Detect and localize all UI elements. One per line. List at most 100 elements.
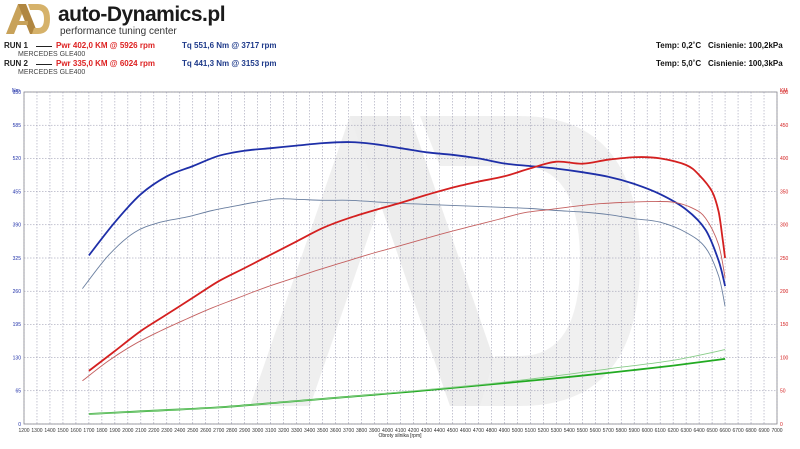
x-tick-label: 1800 — [96, 428, 107, 434]
run-2-car: MERCEDES GLE400 — [18, 69, 86, 76]
x-tick-label: 4200 — [408, 428, 419, 434]
run-2-torque: Tq 441,3 Nm @ 3153 rpm — [182, 59, 277, 68]
x-tick-label: 1900 — [109, 428, 120, 434]
x-tick-label: 6700 — [732, 428, 743, 434]
y-tick-label-left: 390 — [13, 223, 22, 229]
run-1-label: RUN 1 — [4, 41, 29, 50]
x-tick-label: 1500 — [57, 428, 68, 434]
x-tick-label: 4900 — [499, 428, 510, 434]
x-tick-label: 6200 — [668, 428, 679, 434]
x-tick-label: 2400 — [174, 428, 185, 434]
x-tick-label: 1600 — [70, 428, 81, 434]
x-tick-label: 2700 — [213, 428, 224, 434]
y-tick-label-left: 260 — [13, 289, 22, 295]
run-2-line-swatch — [36, 64, 52, 65]
x-tick-label: 5600 — [590, 428, 601, 434]
run-2-pressure: Cisnienie: 100,3kPa — [708, 59, 783, 68]
x-tick-label: 5000 — [512, 428, 523, 434]
brand-name: auto-Dynamics.pl — [58, 3, 226, 26]
y-tick-label-left: 585 — [13, 123, 22, 129]
x-tick-label: 2600 — [200, 428, 211, 434]
x-tick-label: 5400 — [564, 428, 575, 434]
y-axis-label-left: Nm — [12, 88, 20, 94]
y-tick-label-right: 400 — [780, 156, 789, 162]
x-tick-label: 7000 — [771, 428, 782, 434]
series-line-1 — [82, 198, 726, 307]
run-2-row: RUN 2 Pwr 335,0 KM @ 6024 rpm Tq 441,3 N… — [4, 59, 796, 70]
x-tick-label: 2300 — [161, 428, 172, 434]
x-tick-label: 1300 — [31, 428, 42, 434]
x-tick-label: 4800 — [486, 428, 497, 434]
run-2-temperature: Temp: 5,0˚C — [656, 59, 702, 68]
y-tick-label-right: 50 — [780, 389, 786, 395]
x-tick-label: 2100 — [135, 428, 146, 434]
chart-series — [82, 141, 726, 415]
x-tick-label: 6000 — [642, 428, 653, 434]
run-1-pressure: Cisnienie: 100,2kPa — [708, 41, 783, 50]
x-tick-label: 3900 — [369, 428, 380, 434]
x-tick-label: 5700 — [603, 428, 614, 434]
y-tick-label-right: 200 — [780, 289, 789, 295]
x-tick-label: 3000 — [252, 428, 263, 434]
x-tick-label: 3100 — [265, 428, 276, 434]
x-tick-label: 6500 — [707, 428, 718, 434]
x-tick-label: 5900 — [629, 428, 640, 434]
run-1-car: MERCEDES GLE400 — [18, 51, 86, 58]
y-tick-label-right: 300 — [780, 223, 789, 229]
x-tick-label: 2900 — [239, 428, 250, 434]
series-line-3 — [82, 201, 726, 382]
series-line-4 — [88, 358, 726, 415]
x-tick-label: 4700 — [473, 428, 484, 434]
brand-tagline: performance tuning center — [60, 26, 177, 37]
y-axis-label-right: KM — [780, 88, 788, 94]
x-axis-label: Obroty silnika [rpm] — [378, 433, 422, 439]
y-tick-label-right: 0 — [780, 422, 783, 428]
x-tick-label: 5800 — [616, 428, 627, 434]
run-2-label: RUN 2 — [4, 59, 29, 68]
y-tick-label-right: 450 — [780, 123, 789, 129]
run-1-row: RUN 1 Pwr 402,0 KM @ 5926 rpm Tq 551,6 N… — [4, 41, 796, 52]
x-tick-label: 4000 — [382, 428, 393, 434]
x-tick-label: 4600 — [460, 428, 471, 434]
run-1-temperature: Temp: 0,2˚C — [656, 41, 702, 50]
x-tick-label: 3700 — [343, 428, 354, 434]
x-tick-label: 4500 — [447, 428, 458, 434]
ad-logo-mark — [6, 4, 50, 34]
x-tick-label: 4300 — [421, 428, 432, 434]
run-2-power: Pwr 335,0 KM @ 6024 rpm — [56, 59, 155, 68]
x-tick-label: 3500 — [317, 428, 328, 434]
y-tick-label-left: 455 — [13, 189, 22, 195]
y-tick-label-left: 650 — [13, 90, 22, 96]
logo: auto-Dynamics.pl performance tuning cent… — [4, 2, 244, 38]
x-tick-label: 5300 — [551, 428, 562, 434]
x-tick-label: 6900 — [758, 428, 769, 434]
x-tick-label: 6100 — [655, 428, 666, 434]
x-tick-label: 4400 — [434, 428, 445, 434]
y-tick-label-left: 520 — [13, 156, 22, 162]
x-tick-label: 1700 — [83, 428, 94, 434]
dyno-chart: 1200 1300 1400 1500 1600 1700 1800 1900 2000 2100… — [12, 88, 789, 439]
x-tick-label: 5200 — [538, 428, 549, 434]
x-tick-label: 1200 — [18, 428, 29, 434]
run-info-panel: RUN 1 Pwr 402,0 KM @ 5926 rpm Tq 551,6 N… — [4, 41, 796, 76]
run-1-power: Pwr 402,0 KM @ 5926 rpm — [56, 41, 155, 50]
run-1-torque: Tq 551,6 Nm @ 3717 rpm — [182, 41, 277, 50]
x-tick-label: 3800 — [356, 428, 367, 434]
x-tick-label: 2800 — [226, 428, 237, 434]
x-tick-label: 5500 — [577, 428, 588, 434]
x-tick-label: 6800 — [745, 428, 756, 434]
y-tick-label-right: 150 — [780, 322, 789, 328]
x-tick-label: 2000 — [122, 428, 133, 434]
watermark — [250, 116, 640, 406]
series-line-2 — [88, 156, 726, 372]
x-tick-label: 6300 — [681, 428, 692, 434]
series-line-5 — [88, 349, 726, 415]
x-tick-label: 3300 — [291, 428, 302, 434]
chart-grid — [23, 91, 778, 425]
series-line-0 — [88, 141, 726, 287]
run-1-line-swatch — [36, 46, 52, 47]
y-tick-label-left: 0 — [18, 422, 21, 428]
y-tick-label-left: 195 — [13, 322, 22, 328]
y-tick-label-left: 325 — [13, 256, 22, 262]
x-tick-label: 2500 — [187, 428, 198, 434]
